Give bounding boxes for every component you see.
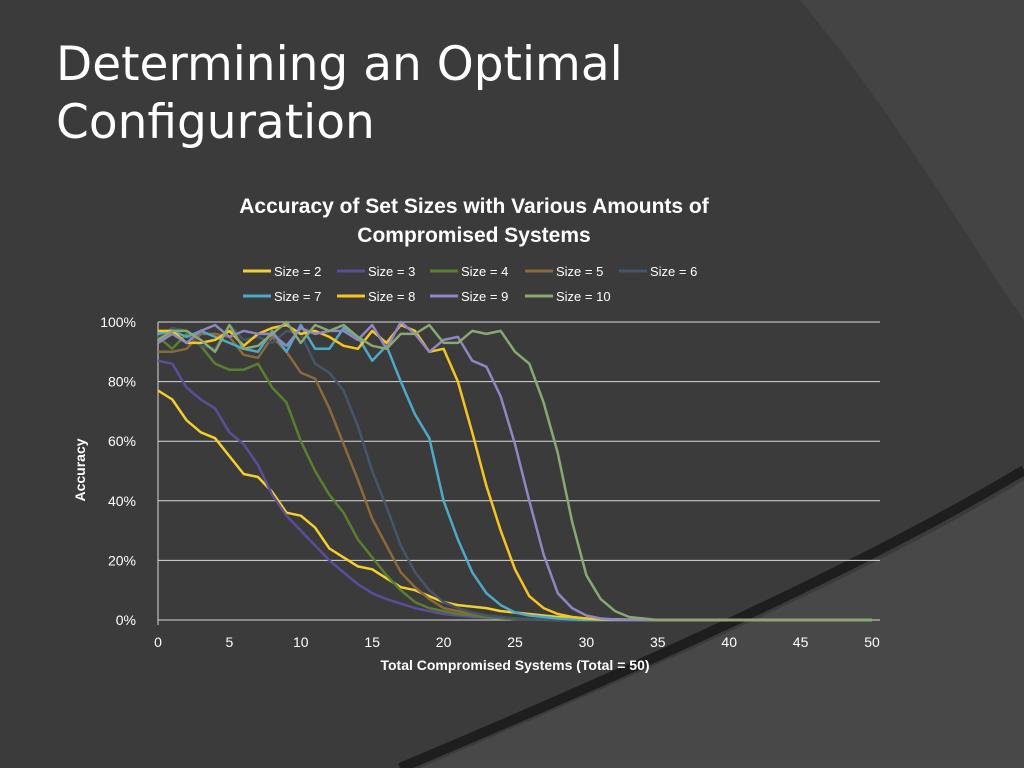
x-tick-label: 15: [364, 634, 380, 650]
x-tick-labels: 0 5 10 15 20 25 30 35 40 45 50: [154, 634, 880, 650]
series-line-size-6: [157, 323, 872, 622]
x-tick-label: 5: [226, 634, 234, 650]
y-tick-label: 40%: [108, 493, 136, 509]
y-tick-label: 20%: [108, 552, 136, 568]
legend-entry: Size = 5: [556, 264, 603, 279]
slide-title: Determining an Optimal Configuration: [56, 36, 956, 152]
legend-entry: Size = 7: [274, 289, 321, 304]
series-line-size-7: [157, 323, 872, 622]
series-line-size-2: [157, 389, 872, 622]
series-lines: [157, 320, 872, 622]
chart-legend: Size = 2 Size = 3 Size = 4 Size = 5 Size = 6…: [243, 264, 697, 304]
x-tick-label: 20: [436, 634, 452, 650]
series-line-size-8: [158, 323, 872, 622]
x-tick-label: 25: [507, 634, 523, 650]
x-tick-label: 40: [721, 634, 737, 650]
x-tick-label: 10: [293, 634, 309, 650]
series-line-size-9: [157, 320, 872, 622]
series-line-size-3: [157, 359, 872, 622]
slide-title-line-2: Configuration: [56, 95, 375, 150]
y-tick-label: 80%: [108, 374, 136, 390]
y-axis-title: Accuracy: [72, 438, 88, 501]
x-tick-label: 30: [579, 634, 595, 650]
y-tick-label: 60%: [108, 433, 136, 449]
y-tick-label: 100%: [100, 314, 136, 330]
legend-entry: Size = 3: [368, 264, 415, 279]
x-tick-label: 45: [793, 634, 809, 650]
chart-title-line-2: Compromised Systems: [357, 224, 590, 247]
legend-entry: Size = 4: [461, 264, 508, 279]
chart-title-line-1: Accuracy of Set Sizes with Various Amoun…: [239, 195, 710, 218]
slide-title-line-1: Determining an Optimal: [56, 37, 623, 92]
legend-entry: Size = 10: [556, 289, 611, 304]
x-axis-title: Total Compromised Systems (Total = 50): [380, 657, 649, 673]
gridlines: [157, 321, 880, 625]
legend-entry: Size = 6: [650, 264, 697, 279]
legend-entry: Size = 2: [274, 264, 321, 279]
x-tick-label: 0: [154, 634, 162, 650]
y-tick-labels: 0% 20% 40% 60% 80% 100%: [100, 314, 136, 628]
series-line-size-10: [157, 320, 872, 622]
x-tick-label: 50: [864, 634, 880, 650]
legend-entry: Size = 8: [368, 289, 415, 304]
series-line-size-4: [157, 332, 872, 622]
x-tick-label: 35: [650, 634, 666, 650]
legend-entry: Size = 9: [461, 289, 508, 304]
y-tick-label: 0%: [116, 612, 136, 628]
